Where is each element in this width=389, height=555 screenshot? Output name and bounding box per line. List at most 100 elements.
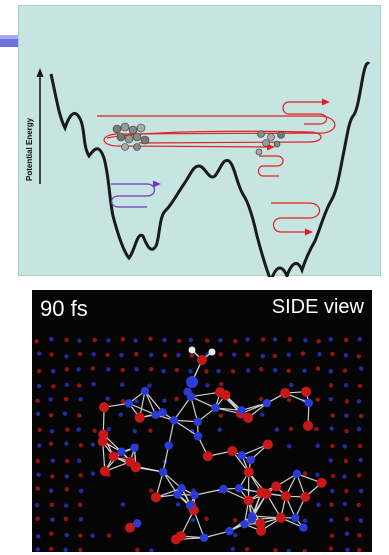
- cluster-atom: [300, 492, 311, 503]
- lattice-atom: [356, 399, 362, 404]
- lattice-atom: [162, 353, 168, 358]
- lattice-atom: [106, 426, 112, 432]
- lattice-atom: [216, 369, 221, 374]
- bond: [194, 488, 224, 496]
- lattice-atom: [188, 337, 194, 343]
- lattice-atom: [174, 396, 179, 402]
- lattice-atom: [76, 367, 81, 372]
- cluster-atom: [316, 477, 327, 488]
- lattice-atom: [342, 474, 347, 479]
- cluster-atom: [262, 398, 272, 408]
- lattice-atom: [148, 488, 154, 493]
- lattice-atom: [233, 533, 238, 538]
- lattice-atom: [302, 368, 307, 373]
- cluster-atom: [271, 481, 282, 492]
- lattice-atom: [64, 337, 69, 343]
- cluster-atom: [158, 467, 168, 477]
- cluster-atom: [303, 420, 314, 431]
- lattice-atom: [149, 548, 154, 552]
- lattice-atom: [36, 472, 41, 477]
- molecule-cluster-right: [255, 130, 285, 156]
- lattice-atom: [63, 516, 69, 521]
- lower-right-arrowhead: [305, 228, 313, 236]
- lattice-atom: [316, 502, 321, 507]
- adsorbate-atom: [197, 355, 207, 365]
- lattice-atom: [35, 458, 40, 464]
- lattice-atom: [36, 368, 42, 374]
- lattice-atom: [219, 381, 224, 387]
- lattice-atom: [162, 398, 167, 403]
- lattice-atom: [329, 426, 334, 431]
- lattice-atom: [78, 397, 83, 402]
- cluster-atom: [243, 495, 254, 506]
- lattice-atom: [77, 338, 82, 343]
- potential-energy-diagram: Potential Energy: [18, 5, 381, 277]
- cluster-atom: [177, 483, 186, 493]
- lattice-atom: [245, 352, 250, 357]
- lattice-atom: [344, 413, 349, 418]
- lattice-atom: [49, 352, 54, 357]
- cluster-atom: [133, 519, 142, 528]
- lattice-atom: [77, 383, 82, 388]
- time-label: 90 fs: [40, 296, 88, 321]
- bond: [168, 420, 175, 446]
- cluster-atom: [140, 386, 150, 396]
- lattice-atom: [92, 428, 97, 433]
- lattice-atom: [329, 517, 334, 523]
- lattice-atom: [258, 396, 264, 402]
- lattice-atom: [344, 428, 349, 434]
- lattice-atom: [204, 369, 209, 374]
- lattice-atom: [77, 351, 83, 357]
- lattice-atom: [63, 547, 68, 552]
- lattice-atom: [343, 458, 349, 464]
- lattice-atom: [90, 471, 96, 476]
- cluster-atom: [130, 462, 141, 473]
- lattice-atom: [50, 458, 56, 463]
- lattice-atom: [328, 369, 334, 374]
- lattice-atom: [230, 547, 236, 552]
- cluster-atom: [219, 484, 228, 494]
- lattice-atom: [330, 488, 335, 494]
- cluster-atom: [243, 467, 254, 478]
- bond: [241, 402, 268, 411]
- lattice-atom: [36, 534, 41, 539]
- lattice-atom: [357, 533, 362, 538]
- lattice-atom: [274, 427, 280, 432]
- lattice-atom: [133, 338, 138, 343]
- lattice-atom: [315, 443, 320, 449]
- lattice-atom: [105, 352, 110, 357]
- lattice-atom: [177, 338, 182, 344]
- lattice-atom: [302, 518, 308, 523]
- lattice-atom: [358, 413, 364, 419]
- lattice-atom: [232, 518, 238, 523]
- atomic-structure-svg: [34, 336, 364, 552]
- lattice-atom: [34, 339, 39, 344]
- lattice-atom: [48, 413, 54, 418]
- lattice-atom: [63, 503, 69, 508]
- lattice-atom: [218, 338, 223, 343]
- lattice-atom: [148, 428, 153, 433]
- lattice-atom: [272, 337, 278, 342]
- lattice-atom: [287, 397, 292, 403]
- lattice-atom: [286, 548, 291, 552]
- lattice-atom: [65, 427, 70, 432]
- lattice-atom: [260, 412, 265, 417]
- lattice-atom: [302, 471, 308, 476]
- lattice-atom: [342, 501, 348, 507]
- cluster-atom: [237, 406, 246, 415]
- lattice-atom: [343, 382, 349, 388]
- bond: [162, 445, 170, 473]
- lattice-atom: [356, 354, 362, 359]
- lattice-atom: [120, 502, 126, 507]
- lattice-atom: [358, 457, 363, 463]
- lattice-atom: [272, 367, 278, 373]
- lattice-atom: [217, 427, 223, 432]
- cluster-atom: [134, 412, 145, 423]
- lattice-atom: [245, 337, 250, 342]
- lattice-atom: [244, 547, 250, 552]
- cluster-atom: [291, 513, 300, 523]
- cluster-atom: [97, 436, 108, 447]
- lattice-atom: [78, 547, 83, 552]
- lattice-atom: [343, 353, 349, 358]
- lattice-atom: [176, 352, 181, 358]
